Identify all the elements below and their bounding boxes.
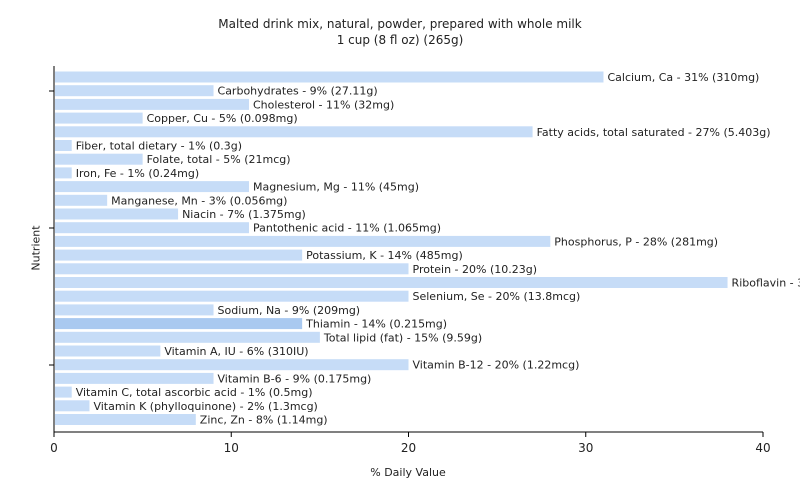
bar-label: Magnesium, Mg - 11% (45mg) <box>253 181 419 194</box>
bar-label: Protein - 20% (10.23g) <box>413 263 538 276</box>
bar <box>55 235 551 247</box>
bar-label: Selenium, Se - 20% (13.8mcg) <box>413 290 581 303</box>
bar <box>55 112 143 124</box>
bar-label: Pantothenic acid - 11% (1.065mg) <box>253 222 441 235</box>
bar <box>55 263 409 275</box>
chart-subtitle: 1 cup (8 fl oz) (265g) <box>336 33 464 47</box>
bar-label: Thiamin - 14% (0.215mg) <box>305 318 447 331</box>
bar <box>55 167 72 179</box>
bar <box>55 331 320 343</box>
bar <box>55 98 249 110</box>
bar-label: Vitamin B-6 - 9% (0.175mg) <box>218 372 372 385</box>
chart-title: Malted drink mix, natural, powder, prepa… <box>218 17 582 31</box>
x-tick-label: 20 <box>401 441 416 455</box>
x-tick-label: 10 <box>224 441 239 455</box>
bar <box>55 194 108 206</box>
bar-label: Niacin - 7% (1.375mg) <box>182 208 306 221</box>
bar <box>55 414 196 425</box>
bar-label: Vitamin C, total ascorbic acid - 1% (0.5… <box>76 386 313 399</box>
bar <box>55 386 72 398</box>
bar-label: Fiber, total dietary - 1% (0.3g) <box>76 140 242 153</box>
bar <box>55 372 214 384</box>
bar-label: Fatty acids, total saturated - 27% (5.40… <box>537 126 771 139</box>
bar-label: Potassium, K - 14% (485mg) <box>306 249 463 262</box>
bar-label: Copper, Cu - 5% (0.098mg) <box>147 112 298 125</box>
bar <box>55 181 249 193</box>
bar-label: Calcium, Ca - 31% (310mg) <box>607 71 759 84</box>
bar <box>55 153 143 165</box>
x-tick-label: 0 <box>50 441 58 455</box>
bar-label: Manganese, Mn - 3% (0.056mg) <box>111 194 287 207</box>
bar <box>55 140 72 151</box>
bar <box>55 249 303 261</box>
bar-label: Carbohydrates - 9% (27.11g) <box>218 85 378 98</box>
bar-label: Total lipid (fat) - 15% (9.59g) <box>323 331 482 344</box>
x-axis-label: % Daily Value <box>370 466 446 479</box>
bar <box>55 400 90 412</box>
bar <box>55 277 728 288</box>
bar-label: Phosphorus, P - 28% (281mg) <box>554 235 718 248</box>
x-tick-label: 30 <box>578 441 593 455</box>
bar-label: Riboflavin - 38% (0.641mg) <box>732 277 800 290</box>
bar <box>55 126 533 138</box>
bar <box>55 71 604 83</box>
bar-label: Vitamin B-12 - 20% (1.22mcg) <box>413 359 580 372</box>
bar-label: Folate, total - 5% (21mcg) <box>147 153 291 166</box>
bar <box>55 359 409 371</box>
bar-label: Cholesterol - 11% (32mg) <box>253 98 394 111</box>
bar-label: Iron, Fe - 1% (0.24mg) <box>76 167 199 180</box>
bar-label: Vitamin K (phylloquinone) - 2% (1.3mcg) <box>93 400 317 413</box>
bar <box>55 345 161 357</box>
bar <box>55 304 214 316</box>
bar-label: Sodium, Na - 9% (209mg) <box>218 304 361 317</box>
bar-label: Vitamin A, IU - 6% (310IU) <box>164 345 308 358</box>
bar <box>55 222 249 234</box>
x-tick-label: 40 <box>755 441 770 455</box>
bar <box>55 290 409 302</box>
bar <box>55 208 179 220</box>
bar-label: Zinc, Zn - 8% (1.14mg) <box>200 414 328 427</box>
bar <box>55 318 303 330</box>
bar <box>55 85 214 97</box>
